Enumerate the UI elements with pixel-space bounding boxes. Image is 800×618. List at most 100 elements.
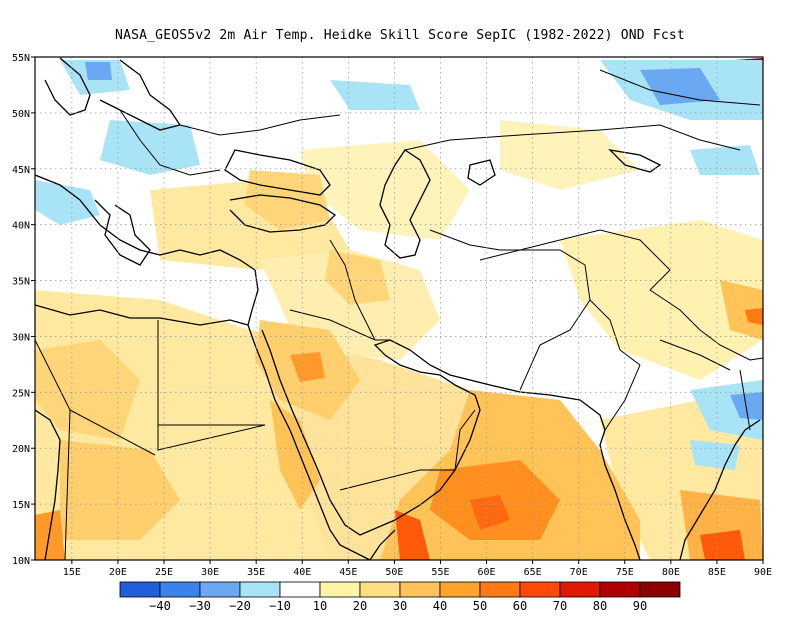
- colorbar-swatch: [159, 581, 201, 598]
- border-kazakhstan: [404, 124, 741, 151]
- region-blue-scandinavia: [85, 62, 112, 80]
- region-light-blue-russia: [330, 80, 420, 110]
- coast-india-east: [679, 419, 761, 560]
- region-red-gulf-aden: [395, 510, 430, 560]
- colorbar-swatch: [639, 581, 681, 598]
- region-orange-india-south: [680, 490, 763, 560]
- lon-tick-label: 30E: [201, 567, 219, 578]
- coast-north-africa: [35, 304, 249, 326]
- border-saudi-iraq: [289, 309, 390, 341]
- gridlines: [35, 57, 763, 560]
- colorbar-swatch: [479, 581, 521, 598]
- coast-red-sea-west: [247, 324, 371, 560]
- colorbar-label: −10: [269, 599, 291, 613]
- colorbar-label: 90: [633, 599, 647, 613]
- region-light-yellow-north: [500, 120, 640, 190]
- border-central-asia: [519, 229, 671, 291]
- coast-caspian: [379, 149, 431, 259]
- latitude-tick-labels: 10N 15N 20N 25N 30N 35N 40N 45N 50N 55N: [12, 53, 30, 567]
- border-europe: [119, 109, 221, 176]
- region-light-blue-china: [690, 145, 760, 175]
- colorbar-swatch: [399, 581, 441, 598]
- colorbar-label: −40: [149, 599, 171, 613]
- colorbar: −40 −30 −20 −10 10 20 30 40 50 60 70 80 90: [119, 581, 681, 613]
- colorbar-swatch: [319, 581, 361, 598]
- coast-turkey-black-sea: [229, 194, 337, 233]
- colorbar-label: 80: [593, 599, 607, 613]
- border-chad-libya: [69, 409, 156, 456]
- region-orange-west-africa: [35, 340, 140, 440]
- country-borders: [35, 69, 763, 560]
- border-iran-afghanistan: [479, 249, 591, 391]
- lon-tick-label: 45E: [339, 567, 357, 578]
- region-orange-iraq: [325, 250, 390, 305]
- colorbar-label: −20: [229, 599, 251, 613]
- chart-title: NASA_GEOS5v2 2m Air Temp. Heidke Skill S…: [115, 28, 685, 43]
- lon-tick-label: 35E: [247, 567, 265, 578]
- border-iraq-iran: [329, 239, 376, 341]
- lat-tick-label: 25N: [12, 388, 30, 399]
- plot-frame: [34, 56, 764, 561]
- colorbar-label: 60: [513, 599, 527, 613]
- lon-tick-label: 15E: [63, 567, 81, 578]
- lat-tick-label: 45N: [12, 165, 30, 176]
- colorbar-label: 40: [433, 599, 447, 613]
- coast-east-africa: [35, 409, 61, 560]
- lon-tick-label: 50E: [385, 567, 403, 578]
- lon-tick-label: 75E: [616, 567, 634, 578]
- lon-tick-label: 70E: [570, 567, 588, 578]
- colorbar-swatch: [199, 581, 241, 598]
- coast-persian-gulf: [373, 339, 491, 396]
- longitude-tick-labels: 15E 20E 25E 30E 35E 40E 45E 50E 55E 60E 65E 70E 75E 8…: [63, 567, 772, 578]
- border-sahel: [35, 339, 71, 560]
- lon-tick-label: 90E: [754, 567, 772, 578]
- region-orange-red-sea: [270, 400, 320, 510]
- lon-tick-label: 55E: [431, 567, 449, 578]
- region-dark-orange-saudi-spot: [290, 352, 325, 382]
- colorbar-swatch: [359, 581, 401, 598]
- coast-greece-italy: [94, 199, 151, 266]
- region-light-yellow-central-asia: [300, 140, 470, 240]
- colorbar-label: 30: [393, 599, 407, 613]
- region-light-yellow-east: [560, 220, 763, 380]
- lon-tick-label: 80E: [662, 567, 680, 578]
- lat-tick-label: 35N: [12, 277, 30, 288]
- colorbar-label: 70: [553, 599, 567, 613]
- lon-tick-label: 40E: [293, 567, 311, 578]
- region-dark-orange-sw-africa: [35, 510, 65, 560]
- lat-tick-label: 15N: [12, 500, 30, 511]
- colorbar-swatch: [119, 581, 161, 598]
- border-india-china: [649, 289, 763, 361]
- border-pakistan-india: [604, 364, 641, 431]
- coast-scandinavia: [44, 57, 91, 116]
- colorbar-label: 20: [353, 599, 367, 613]
- coast-india-west: [599, 429, 641, 560]
- lat-tick-label: 50N: [12, 109, 30, 120]
- region-blue-mongolia: [640, 68, 720, 105]
- colorbar-label: 50: [473, 599, 487, 613]
- lat-tick-label: 55N: [12, 53, 30, 64]
- lon-tick-label: 65E: [524, 567, 542, 578]
- lon-tick-label: 85E: [708, 567, 726, 578]
- border-afghanistan-pakistan: [589, 299, 641, 366]
- region-orange-turkey-east: [245, 170, 330, 230]
- lat-tick-label: 30N: [12, 332, 30, 343]
- region-light-blue-europe: [100, 120, 200, 175]
- region-orange-tibet: [720, 280, 763, 340]
- axis-ticks: [31, 56, 764, 564]
- coastlines: [35, 57, 761, 560]
- border-turkmenistan: [429, 229, 520, 251]
- region-darkred-tibet-spot: [745, 308, 763, 325]
- lat-tick-label: 40N: [12, 221, 30, 232]
- coast-somalia: [369, 529, 396, 560]
- region-dark-red-india: [700, 530, 745, 560]
- colorbar-swatch: [239, 581, 281, 598]
- border-libya-egypt: [157, 320, 266, 451]
- lon-tick-label: 25E: [155, 567, 173, 578]
- coast-aral: [467, 159, 496, 186]
- lat-tick-label: 20N: [12, 444, 30, 455]
- border-myanmar: [739, 369, 751, 431]
- border-india-nepal: [659, 339, 731, 371]
- coast-mediterranean-north: [35, 174, 256, 271]
